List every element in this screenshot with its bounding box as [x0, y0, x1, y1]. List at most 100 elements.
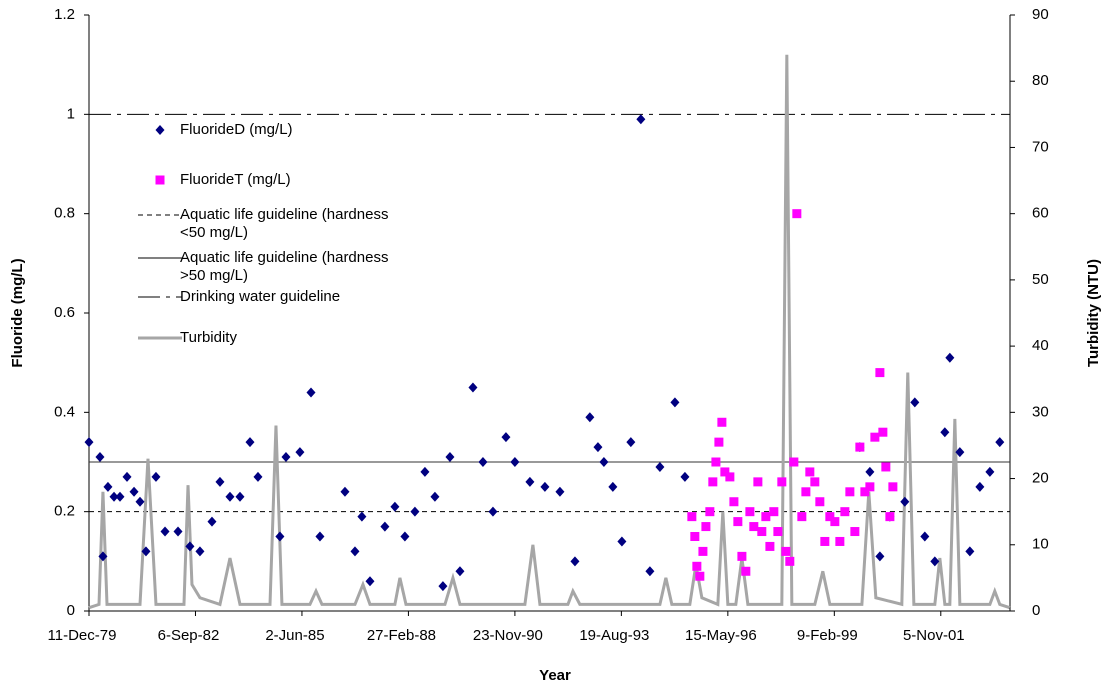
data-point [115, 491, 125, 502]
data-point [420, 466, 430, 477]
data-point [789, 457, 799, 467]
data-point [687, 512, 697, 522]
data-point [820, 536, 830, 546]
data-point [84, 437, 94, 448]
data-point [955, 447, 965, 458]
data-point [608, 481, 618, 492]
data-point [695, 571, 705, 581]
y-tick-label: 0.8 [54, 205, 75, 222]
data-point [888, 482, 898, 492]
data-point [777, 477, 787, 487]
data-point [930, 556, 940, 567]
data-point [315, 531, 325, 542]
data-point [720, 467, 730, 477]
y2-tick-label: 90 [1032, 6, 1049, 23]
data-point [488, 506, 498, 517]
data-point [103, 481, 113, 492]
data-point [645, 566, 655, 577]
data-point [438, 581, 448, 592]
data-point [733, 517, 743, 527]
x-tick-label: 5-Nov-01 [903, 627, 965, 644]
y-axis-title: Fluoride (mg/L) [9, 258, 26, 367]
data-point [235, 491, 245, 502]
y-tick-label: 0.2 [54, 503, 75, 520]
data-point [855, 442, 865, 452]
x-tick-label: 27-Feb-88 [367, 627, 436, 644]
data-point [525, 476, 535, 487]
legend-label: Turbidity [180, 329, 237, 346]
data-point [122, 471, 132, 482]
data-point [875, 551, 885, 562]
data-point [701, 522, 711, 532]
data-point [965, 546, 975, 557]
data-point [737, 551, 747, 561]
data-point [540, 481, 550, 492]
y-tick-label: 0.6 [54, 304, 75, 321]
y2-tick-label: 60 [1032, 205, 1049, 222]
data-point [692, 561, 702, 571]
data-point [617, 536, 627, 547]
data-point [711, 457, 721, 467]
data-point [510, 457, 520, 467]
data-point [995, 437, 1005, 448]
data-point [985, 466, 995, 477]
data-point [155, 125, 165, 135]
data-point [830, 517, 840, 527]
series-line [88, 54, 1011, 610]
y2-tick-label: 10 [1032, 536, 1049, 553]
data-point [717, 417, 727, 427]
data-point [910, 397, 920, 408]
data-point [975, 481, 985, 492]
data-point [745, 507, 755, 517]
x-axis-title: Year [539, 667, 571, 684]
data-point [185, 541, 195, 552]
data-point [670, 397, 680, 408]
data-point [865, 466, 875, 477]
data-point [765, 541, 775, 551]
data-point [714, 437, 724, 447]
data-point [135, 496, 145, 507]
data-point [365, 576, 375, 587]
data-point [245, 437, 255, 448]
data-point [690, 532, 700, 541]
data-point [350, 546, 360, 557]
data-point [430, 491, 440, 502]
x-tick-label: 6-Sep-82 [158, 627, 220, 644]
data-point [741, 566, 751, 576]
data-point [761, 512, 771, 522]
data-point [570, 556, 580, 567]
y-tick-label: 0.4 [54, 403, 75, 420]
y2-tick-label: 40 [1032, 337, 1049, 354]
data-point [390, 501, 400, 512]
y2-tick-label: 70 [1032, 138, 1049, 155]
data-point [225, 491, 235, 502]
data-point [357, 511, 367, 522]
y2-tick-label: 50 [1032, 271, 1049, 288]
legend-label: Drinking water guideline [180, 288, 341, 305]
data-point [825, 512, 835, 522]
data-point [785, 556, 795, 566]
data-point [792, 209, 802, 219]
data-point [870, 432, 880, 442]
legend-label: FluorideT (mg/L) [180, 171, 291, 188]
legend-label: Aquatic life guideline (hardness <50 mg/… [180, 206, 389, 241]
data-point [195, 546, 205, 557]
data-point [593, 442, 603, 453]
data-point [725, 472, 735, 482]
data-point [98, 551, 108, 562]
data-point [151, 471, 161, 482]
data-point [698, 546, 708, 556]
data-point [380, 521, 390, 532]
data-point [850, 527, 860, 537]
data-point [400, 531, 410, 542]
data-point [95, 452, 105, 463]
y-tick-label: 0 [67, 602, 75, 619]
data-point [708, 477, 718, 487]
data-point [885, 512, 895, 522]
data-point [306, 387, 316, 398]
data-point [585, 412, 595, 423]
x-tick-label: 11-Dec-79 [48, 627, 117, 644]
data-point [835, 536, 845, 546]
